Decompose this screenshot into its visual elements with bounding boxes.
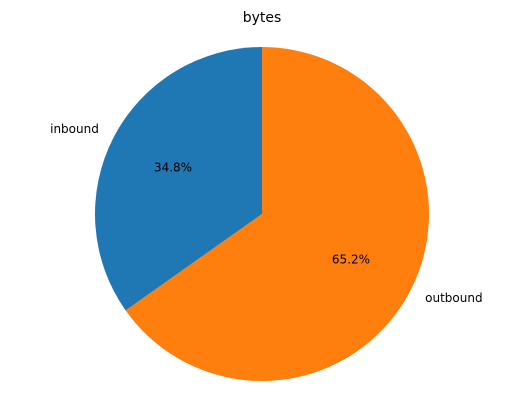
- pie-slices: [94, 47, 429, 381]
- slice-label-inbound: inbound: [50, 122, 99, 136]
- percent-label-inbound: 34.8%: [154, 160, 192, 174]
- pie-slice-inbound: [94, 47, 263, 311]
- pie-labels: inbound 34.8% outbound 65.2%: [50, 122, 482, 305]
- chart-title: bytes: [243, 10, 282, 26]
- slice-label-outbound: outbound: [425, 291, 482, 305]
- pie-slice-outbound: [125, 47, 429, 381]
- percent-label-outbound: 65.2%: [332, 253, 370, 267]
